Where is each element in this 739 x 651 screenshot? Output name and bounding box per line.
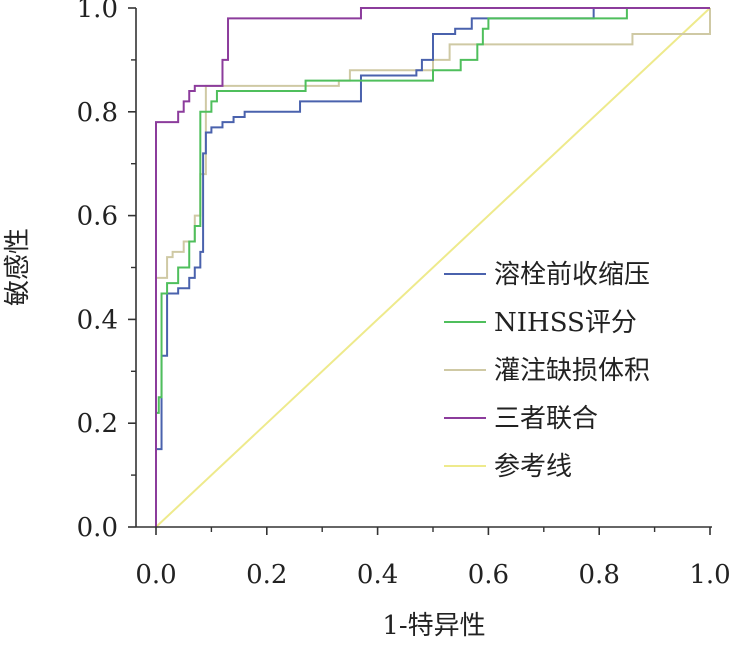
plot-area (155, 7, 711, 528)
y-tick-label: 0.4 (77, 305, 118, 335)
legend-label: 溶栓前收缩压 (494, 260, 650, 290)
legend-label: NIHSS评分 (494, 308, 637, 338)
y-axis-title: 敏感性 (3, 228, 33, 306)
x-tick-label: 1.0 (689, 560, 730, 590)
y-tick-label: 1.0 (77, 0, 118, 24)
series-line-1 (155, 7, 710, 527)
x-tick-label: 0.6 (468, 560, 509, 590)
ticks: 0.0 0.2 0.4 0.6 0.8 1.0 0.0 0.2 0.4 0.6 0.8 1.0 (77, 0, 731, 590)
y-tick-label: 0.6 (77, 202, 118, 232)
x-tick-label: 0.2 (246, 560, 287, 590)
legend-label: 三者联合 (494, 404, 598, 434)
legend-label: 灌注缺损体积 (494, 356, 650, 386)
x-tick-label: 0.0 (135, 560, 176, 590)
series-line-2 (155, 8, 711, 527)
series-line-3 (155, 7, 710, 527)
x-tick-label: 0.4 (357, 560, 398, 590)
series-line-4 (155, 7, 711, 528)
x-axis-title: 1-特异性 (382, 611, 485, 641)
y-tick-label: 0.0 (77, 513, 118, 543)
legend-label: 参考线 (494, 452, 572, 482)
y-tick-label: 0.2 (77, 409, 118, 439)
series-line-0 (155, 7, 710, 527)
x-tick-label: 0.8 (579, 560, 620, 590)
y-tick-label: 0.8 (77, 98, 118, 128)
